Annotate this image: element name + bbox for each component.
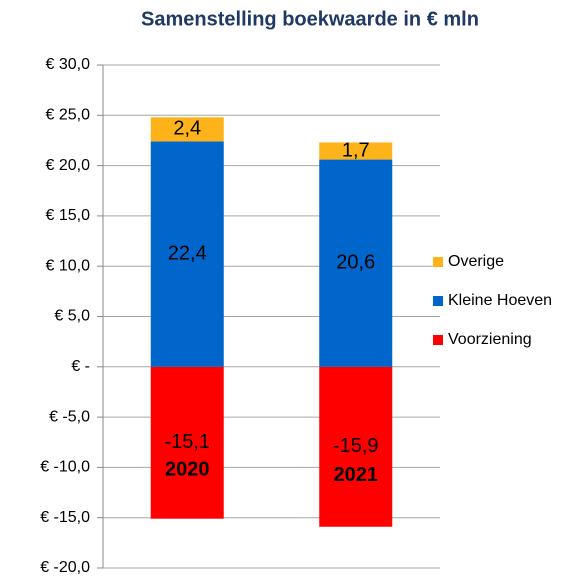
legend-label: Overige	[448, 253, 504, 270]
y-tick-label: € 10,0	[46, 257, 91, 274]
legend-label: Kleine Hoeven	[448, 292, 552, 309]
y-tick-label: € 15,0	[46, 207, 91, 224]
bar-segment	[319, 159, 393, 367]
data-label: 22,4	[168, 242, 207, 264]
y-tick-label: € 30,0	[46, 56, 91, 73]
data-label: -15,1	[164, 431, 210, 453]
y-tick-label: € 5,0	[54, 308, 90, 325]
chart-title: Samenstelling boekwaarde in € mln	[141, 8, 479, 30]
legend-swatch	[433, 257, 443, 267]
y-tick-label: € -	[71, 358, 90, 375]
legend-swatch	[433, 296, 443, 306]
y-tick-label: € -5,0	[49, 408, 90, 425]
category-label: 2021	[334, 464, 379, 486]
data-label: 2,4	[173, 118, 201, 140]
data-label: -15,9	[333, 435, 379, 457]
bar-segment	[319, 142, 393, 160]
y-tick-label: € 25,0	[46, 107, 91, 124]
y-tick-label: € -20,0	[40, 559, 90, 576]
category-label: 2020	[165, 458, 210, 480]
data-label: 20,6	[336, 251, 375, 273]
data-label: 1,7	[342, 139, 370, 161]
bar-segment	[319, 366, 393, 527]
legend-label: Voorziening	[448, 331, 532, 348]
legend-swatch	[433, 335, 443, 345]
bar-segment	[150, 366, 224, 519]
y-tick-label: € 20,0	[46, 157, 91, 174]
y-tick-label: € -15,0	[40, 509, 90, 526]
y-tick-label: € -10,0	[40, 459, 90, 476]
bar-segment	[150, 141, 224, 367]
bar-segment	[150, 117, 224, 142]
